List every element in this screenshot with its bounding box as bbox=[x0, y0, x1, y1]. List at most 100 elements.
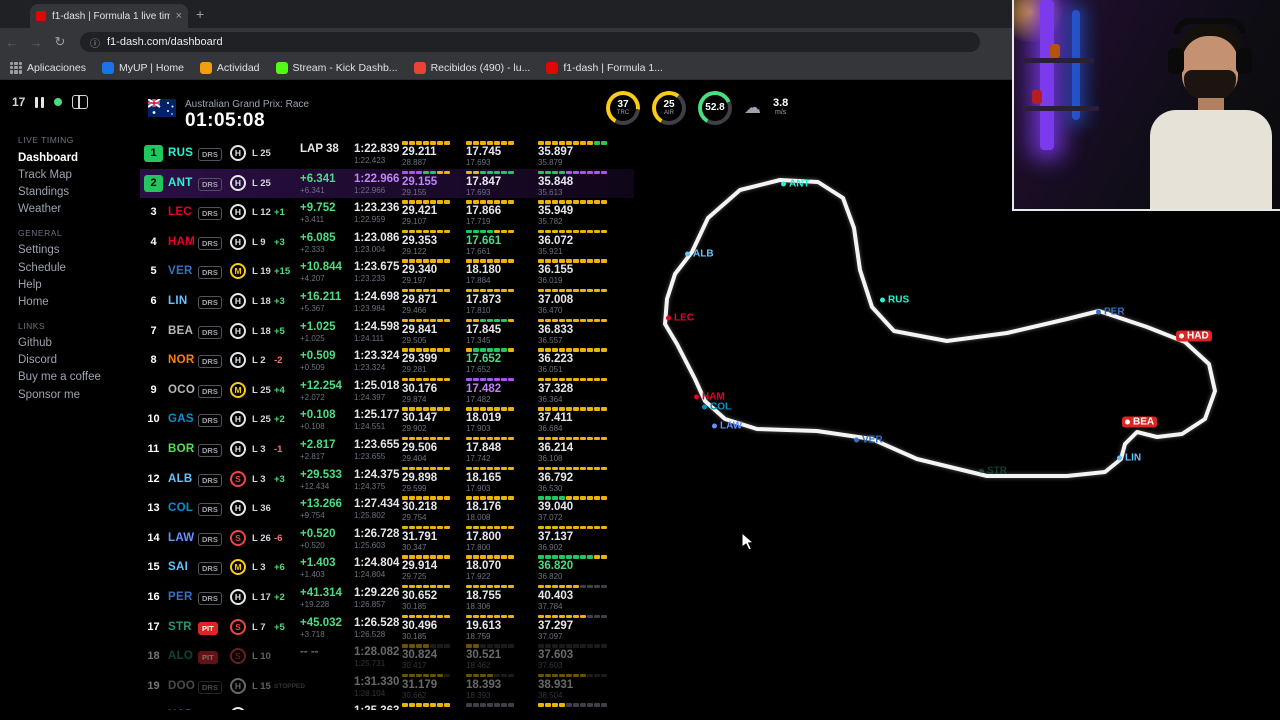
drs-pit-indicator: DRS bbox=[198, 503, 222, 517]
timing-row[interactable]: 18 ALO PIT S L 10 -- -- 1:28.082 1:25.731… bbox=[140, 642, 634, 672]
laptime-value: 1:23.655 bbox=[354, 438, 400, 451]
browser-tab[interactable]: f1-dash | Formula 1 live timing × bbox=[30, 4, 188, 28]
timing-row[interactable]: 9 OCO DRS M L 25 +4 +12.254 +2.072 1:25.0… bbox=[140, 376, 634, 406]
timing-row[interactable]: 12 ALB DRS S L 3 +3 +29.533 +12.434 1:24.… bbox=[140, 465, 634, 495]
sector-2: 18.180 17.884 bbox=[466, 259, 514, 285]
driver-code-label: VER bbox=[862, 434, 883, 446]
timing-row[interactable]: 8 NOR DRS H L 2 -2 +0.509 +0.509 1:23.324… bbox=[140, 346, 634, 376]
gap-value: +6.085 bbox=[300, 231, 336, 244]
sector3-minisectors bbox=[538, 288, 607, 293]
laptime-value: 1:25.177 bbox=[354, 409, 400, 422]
bookmark-item[interactable]: Stream - Kick Dashb... bbox=[275, 61, 398, 74]
sidebar-item-standings[interactable]: Standings bbox=[18, 185, 70, 198]
sector2-time: 17.482 bbox=[466, 382, 502, 395]
sidebar-item-settings[interactable]: Settings bbox=[18, 244, 60, 257]
sector-3: 36.820 36.820 bbox=[538, 555, 607, 581]
sector1-minisectors bbox=[402, 288, 450, 293]
bookmark-label: Actividad bbox=[216, 61, 260, 74]
sector-3: 37.297 37.097 bbox=[538, 614, 607, 641]
timing-row[interactable]: 5 VER DRS M L 19 +15 +10.844 +4.207 1:23.… bbox=[140, 257, 634, 287]
timing-row[interactable]: 7 BEA DRS H L 18 +5 +1.025 +1.025 1:24.59… bbox=[140, 317, 634, 347]
driver-code: STR bbox=[168, 620, 192, 633]
stint-laps: L 3 bbox=[252, 443, 266, 455]
sidebar-item-dashboard[interactable]: Dashboard bbox=[18, 151, 79, 164]
position-badge: 12 bbox=[147, 472, 160, 485]
gap-value: +16.211 bbox=[300, 290, 342, 303]
bookmark-item[interactable]: Aplicaciones bbox=[10, 61, 86, 74]
gap-sub: +2.817 bbox=[300, 451, 325, 461]
bookmark-item[interactable]: f1-dash | Formula 1... bbox=[546, 61, 663, 74]
sector1-minisectors bbox=[402, 644, 450, 648]
wind-value: 3.8 bbox=[773, 97, 789, 109]
timing-row[interactable]: 6 LIN DRS H L 18 +3 +16.211 +5.367 1:24.6… bbox=[140, 287, 634, 317]
sector2-sub: 17.742 bbox=[466, 453, 491, 463]
timing-row[interactable]: 2 ANT DRS H L 25 +6.341 +6.341 1:22.966 1:… bbox=[140, 168, 634, 199]
sector2-minisectors bbox=[466, 200, 514, 204]
bookmark-item[interactable]: Actividad bbox=[199, 61, 260, 74]
sector2-time: 18.176 bbox=[466, 501, 502, 514]
tyre-compound-icon: H bbox=[230, 352, 246, 369]
sidebar-item-track-map[interactable]: Track Map bbox=[18, 168, 72, 181]
drs-pit-indicator: DRS bbox=[198, 384, 222, 398]
new-tab-button[interactable]: + bbox=[196, 6, 205, 22]
sector-1: 29.914 29.725 bbox=[402, 555, 450, 581]
sector-2: 17.745 17.693 bbox=[466, 141, 514, 167]
timing-row[interactable]: 1 RUS DRS H L 25 LAP 38 1:22.839 1:22.423… bbox=[140, 139, 634, 169]
timing-row[interactable]: 15 SAI DRS M L 3 +6 +1.403 +1.403 1:24.80… bbox=[140, 553, 634, 583]
position-change: +3 bbox=[274, 473, 285, 485]
sector-2: 17.873 17.810 bbox=[466, 288, 514, 315]
sector3-sub: 37.603 bbox=[538, 661, 563, 671]
back-icon[interactable]: ← bbox=[5, 34, 19, 50]
sidebar-item-buy-me-a-coffee[interactable]: Buy me a coffee bbox=[18, 371, 101, 384]
bookmark-item[interactable]: Recibidos (490) - lu... bbox=[413, 61, 530, 74]
sidebar-item-schedule[interactable]: Schedule bbox=[18, 261, 66, 274]
sector2-sub: 17.884 bbox=[466, 276, 491, 286]
timing-row[interactable]: 16 PER DRS H L 17 +2 +41.314 +19.228 1:29… bbox=[140, 583, 634, 613]
timing-row[interactable]: 4 HAM DRS H L 9 +3 +6.085 +2.333 1:23.086… bbox=[140, 228, 634, 258]
timing-row[interactable]: 20 HAD DRS H L 19 1:25.363 bbox=[140, 701, 634, 710]
map-driver-chip: COL bbox=[702, 402, 731, 413]
driver-code-label: HAD bbox=[1187, 330, 1209, 342]
tab-close-icon[interactable]: × bbox=[175, 10, 182, 22]
sidebar-item-github[interactable]: Github bbox=[18, 337, 52, 350]
apps-grid-icon bbox=[10, 61, 22, 74]
sidebar-item-discord[interactable]: Discord bbox=[18, 354, 57, 367]
stint-laps: L 3 bbox=[252, 473, 266, 485]
reload-icon[interactable]: ↻ bbox=[54, 34, 66, 49]
sidebar-item-weather[interactable]: Weather bbox=[18, 203, 62, 216]
sector2-time: 18.755 bbox=[466, 589, 502, 602]
sector2-time: 17.745 bbox=[466, 146, 502, 158]
timing-row[interactable]: 17 STR PIT S L 7 +5 +45.032 +3.718 1:26.5… bbox=[140, 613, 634, 643]
address-bar[interactable]: ⓘ f1-dash.com/dashboard bbox=[80, 32, 980, 52]
sidebar-item-sponsor-me[interactable]: Sponsor me bbox=[18, 388, 81, 401]
stint-laps: L 25 bbox=[252, 384, 271, 396]
timing-row[interactable]: 13 COL DRS H L 36 +13.266 +9.754 1:27.434… bbox=[140, 494, 634, 524]
sector2-sub: 18.306 bbox=[466, 601, 491, 611]
position-badge: 5 bbox=[150, 265, 157, 278]
site-info-icon[interactable]: ⓘ bbox=[90, 38, 100, 50]
timing-row[interactable]: 3 LEC DRS H L 12 +1 +9.752 +3.411 1:23.23… bbox=[140, 198, 634, 228]
timing-row[interactable]: 11 BOR DRS H L 3 -1 +2.817 +2.817 1:23.65… bbox=[140, 435, 634, 465]
forward-icon[interactable]: → bbox=[29, 34, 43, 50]
sector-1: 29.211 28.887 bbox=[402, 141, 450, 167]
sector3-minisectors bbox=[538, 466, 607, 471]
sector3-minisectors bbox=[538, 407, 607, 411]
sidebar-item-help[interactable]: Help bbox=[18, 278, 42, 291]
sector-1: 29.898 29.599 bbox=[402, 466, 450, 493]
sector1-minisectors bbox=[402, 525, 450, 530]
gap-value: +41.314 bbox=[300, 586, 342, 599]
laptime-value: 1:23.086 bbox=[354, 231, 400, 244]
sidebar-item-home[interactable]: Home bbox=[18, 295, 49, 308]
timing-row[interactable]: 10 GAS DRS H L 25 +2 +0.108 +0.108 1:25.1… bbox=[140, 405, 634, 435]
sector1-time: 29.898 bbox=[402, 471, 438, 484]
driver-code: BEA bbox=[168, 324, 194, 337]
position-change: +2 bbox=[274, 414, 285, 426]
timing-row[interactable]: 19 DOO DRS H L 15 STOPPED 1:31.330 1:28.1… bbox=[140, 672, 634, 702]
bookmark-item[interactable]: MyUP | Home bbox=[101, 61, 184, 74]
pause-button[interactable] bbox=[35, 96, 45, 108]
timing-row[interactable]: 14 LAW DRS S L 26 -6 +0.520 +0.520 1:26.7… bbox=[140, 524, 634, 554]
tyre-compound-icon: S bbox=[230, 529, 246, 546]
laptime-value: 1:22.966 bbox=[354, 172, 400, 185]
sector1-minisectors bbox=[402, 229, 450, 234]
layout-toggle-button[interactable] bbox=[72, 95, 89, 109]
